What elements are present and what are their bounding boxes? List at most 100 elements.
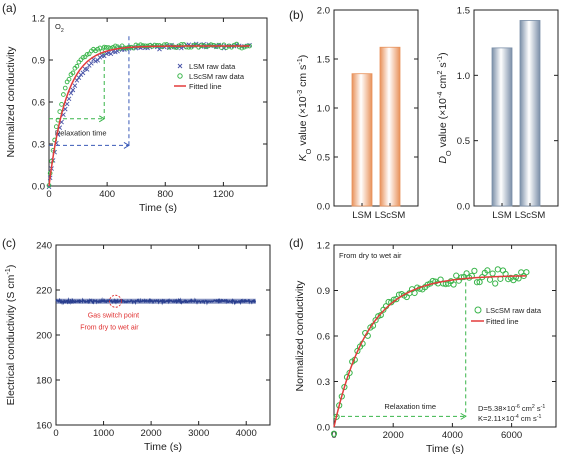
panel-b-d-ytick-label: 1.0 [457,71,470,82]
panel-c-xtick-label: 1000 [93,428,114,439]
panel-a-annotation: O2 [55,22,64,34]
panel-b-d-ytick-label: 0.0 [457,202,470,213]
panel-a-point-lsm [88,61,94,66]
panel-d-point-lscsm [499,267,507,274]
panel-c-ytick-label: 180 [36,376,52,387]
panel-d-point-lscsm [486,276,494,283]
panel-a-point-lscsm [242,44,247,50]
panel-d-axes [333,244,557,428]
panel-b-k-ytick-label: 2.0 [317,6,330,17]
panel-c-ytick-label: 160 [36,421,52,432]
panel-d-point-lscsm [471,267,478,274]
panel-d-xtick-label: 4000 [442,430,463,441]
panel-d-k-value: K=2.11×10-4 cm s-1 [478,414,541,423]
panel-a-legend-label: LSM raw data [189,62,236,71]
panel-a-relax-blue-arrow [123,141,130,149]
panel-a-point-lscsm [171,44,177,50]
panel-d-legend-marker-lscsm [474,306,482,314]
panel-d-point-lscsm [393,296,400,303]
panel-c-label: (c) [2,236,16,250]
panel-c-xlabel: Time (s) [144,441,182,453]
panel-b-k-bar-lsm [351,73,373,207]
panel-d-annotation: From dry to wet air [339,251,402,260]
panel-d-point-lscsm [473,279,481,286]
panel-a-point-lsm [68,90,74,96]
panel-a-point-lscsm [66,76,72,82]
panel-d-legend-label: Fitted line [486,317,519,326]
panel-d-xtick-label: 6000 [501,430,522,441]
panel-a-xtick-label: 400 [99,189,115,200]
panel-a-xtick-label: 1200 [213,189,234,200]
panel-b-k-ylabel: KO value (×10-3 cm s-1) [295,55,313,162]
panel-b-d-ytick-label: 0.5 [457,136,470,147]
panel-a-label: (a) [2,1,17,15]
panel-a-point-lsm [46,184,52,190]
panel-d-point-lscsm [411,289,418,297]
panel-a-point-lscsm [104,45,109,50]
panel-a-point-lscsm [62,85,68,91]
panel-a-point-lscsm [231,42,237,48]
panel-a-point-lscsm [112,43,118,49]
panel-d-ytick-label: 0.9 [317,286,330,297]
panel-c-series-band [56,298,256,304]
panel-c-ytick-label: 220 [36,286,52,297]
panel-a-point-lscsm [183,44,189,50]
panel-a-point-lsm [84,67,90,72]
panel-a-ytick-label: 0.3 [32,140,45,151]
panel-a-xtick-label: 800 [157,189,173,200]
panel-b-d-ytick-label: 1.5 [457,6,470,17]
panel-a-point-lsm [95,58,101,63]
panel-a-point-lscsm [70,70,76,76]
panel-b-d-bar-lsm [491,47,513,207]
panel-d-point-lscsm [523,269,530,276]
panel-d-point-lscsm [377,311,384,319]
panel-b-k-ytick-label: 0.5 [317,153,330,164]
panel-c-xtick-label: 2000 [141,428,162,439]
panel-a-point-lscsm [216,42,222,48]
panel-c-xtick-label: 3000 [188,428,209,439]
panel-a-xtick-label: 0 [46,189,51,200]
panel-a-legend-marker-lscsm [177,73,183,79]
panel-b-d-axes [473,9,559,207]
panel-a-relax-green-arrow [98,115,106,123]
panel-b-d-category-label: LScSM [515,210,546,221]
panel-d-relax-arrow [460,412,467,420]
panel-a-point-lsm [97,54,103,60]
panel-d-ytick-label: 0.6 [317,332,330,343]
panel-b-d-bar-lscsm [519,20,541,207]
panel-c-switch-label: Gas switch point [88,312,139,319]
panel-d-point-lscsm [458,274,465,281]
panel-c-switch-label-2: From dry to wet air [80,324,139,331]
panel-a-fitted-line [48,45,250,187]
panel-b-k-ytick-label: 0.0 [317,202,330,213]
panel-c-ytick-label: 200 [36,331,52,342]
panel-a-legend-marker-lsm [177,63,183,69]
panel-a-point-lsm [70,87,76,93]
panel-c-switch-point-marker [108,294,122,308]
panel-a-point-lsm [64,101,70,107]
panel-a-point-lscsm [236,44,242,50]
panel-a-point-lscsm [84,52,90,57]
panel-a-point-lscsm [80,55,86,60]
panel-a-point-lscsm [135,43,141,49]
panel-a-ytick-label: 0.0 [32,182,45,193]
panel-d-legend-label: LScSM raw data [486,306,542,315]
panel-d-label: (d) [289,236,304,250]
panel-d-point-lscsm [494,266,501,273]
panel-c-xtick-label: 0 [53,428,58,439]
panel-d-xlabel: Time (s) [426,443,464,455]
panel-a-ytick-label: 0.6 [32,98,45,109]
panel-d-point-lscsm [330,430,338,437]
panel-d-point-lscsm [476,279,483,286]
panel-b-k-bar-lscsm [379,46,401,207]
panel-a-point-lsm [72,83,78,88]
panel-c-ylabel: Electrical conductivity (S cm-1) [3,265,18,406]
panel-d-point-lscsm [463,270,470,277]
panel-a-point-lscsm [191,42,197,48]
panel-a-point-lscsm [106,45,111,50]
panel-d-fitted-line [333,275,527,428]
panel-d-point-lscsm [518,269,525,276]
panel-a-point-lsm [66,96,72,102]
panel-d-point-lscsm [492,280,499,287]
